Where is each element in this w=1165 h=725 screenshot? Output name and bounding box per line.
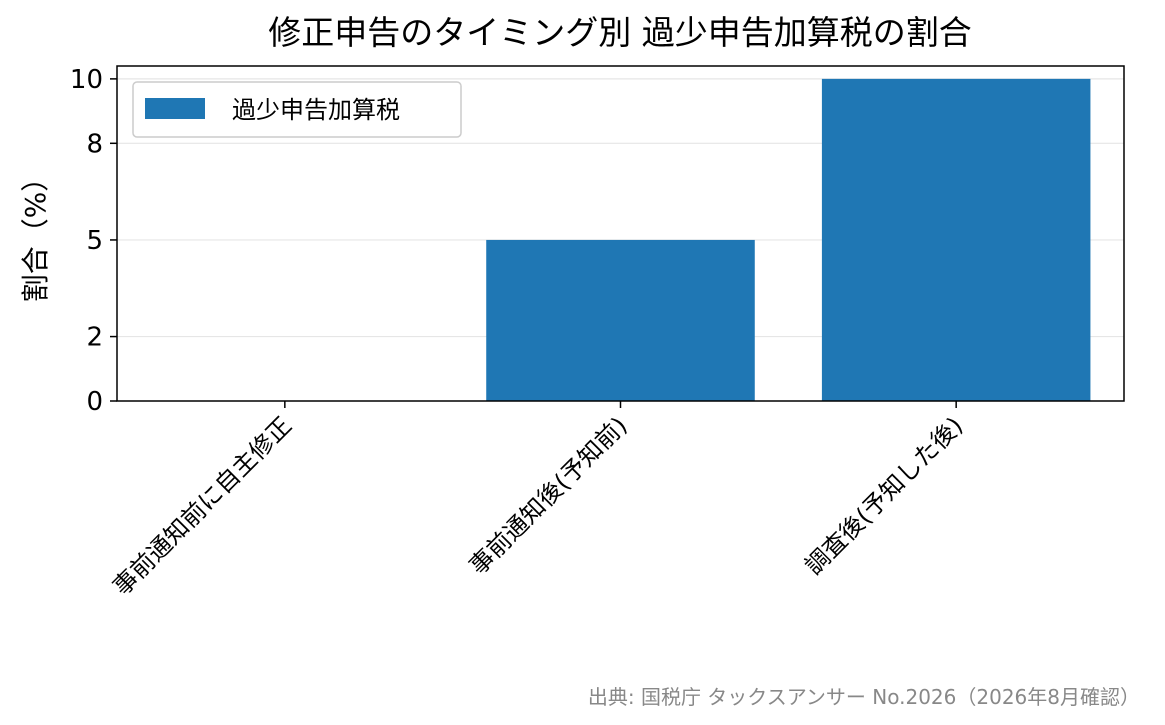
x-tick-label-2: 調査後(予知した後) <box>800 411 969 580</box>
y-tick-label-2: 5 <box>86 226 103 256</box>
bars <box>486 78 1091 401</box>
legend-box <box>132 81 462 138</box>
legend: 過少申告加算税 <box>132 81 462 138</box>
legend-label: 過少申告加算税 <box>232 96 400 124</box>
x-axis-ticks: 事前通知前に自主修正 事前通知後(予知前) 調査後(予知した後) <box>108 401 969 601</box>
bar-1 <box>486 239 755 401</box>
legend-swatch <box>145 98 205 119</box>
x-tick-label-0: 事前通知前に自主修正 <box>108 411 298 601</box>
y-axis-label: 割合（%） <box>19 164 52 303</box>
y-tick-label-4: 10 <box>70 65 103 95</box>
chart-title: 修正申告のタイミング別 過少申告加算税の割合 <box>268 13 972 52</box>
y-tick-label-1: 2 <box>86 323 103 353</box>
x-tick-label-1: 事前通知後(予知前) <box>464 411 633 580</box>
y-tick-label-0: 0 <box>86 387 103 417</box>
y-axis-ticks: 0 2 5 8 10 <box>70 65 117 417</box>
bar-2 <box>821 78 1091 401</box>
y-tick-label-3: 8 <box>86 129 103 159</box>
source-note: 出典: 国税庁 タックスアンサー No.2026（2026年8月確認） <box>588 685 1140 709</box>
